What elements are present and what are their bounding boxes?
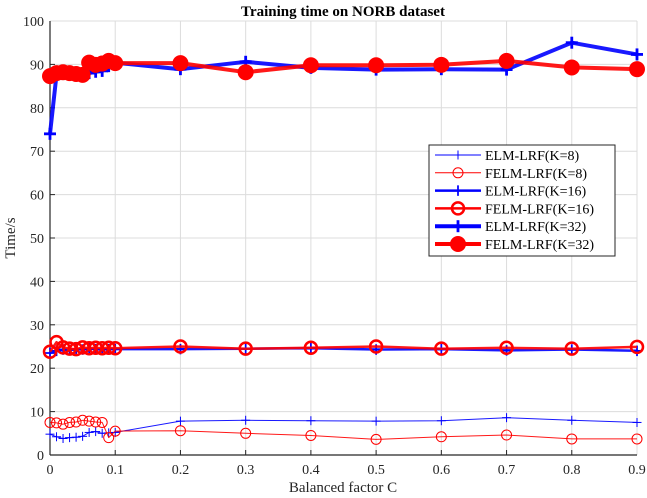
circle-marker-icon bbox=[83, 415, 95, 427]
x-tick-label: 0.1 bbox=[106, 463, 124, 478]
y-tick-label: 60 bbox=[30, 189, 44, 204]
chart-title: Training time on NORB dataset bbox=[241, 4, 445, 20]
circle-marker-icon bbox=[77, 414, 89, 426]
x-tick-label: 0 bbox=[47, 463, 54, 478]
legend-item: ELM-LRF(K=32) bbox=[435, 220, 587, 235]
y-tick-labels: 0 10 20 30 40 50 60 70 80 90 100 bbox=[23, 15, 44, 464]
y-tick-label: 20 bbox=[30, 362, 44, 377]
filled-circle-marker-icon bbox=[629, 61, 645, 78]
circle-marker-icon bbox=[51, 417, 63, 429]
series-line bbox=[44, 342, 643, 359]
y-tick-label: 30 bbox=[30, 319, 44, 334]
filled-circle-marker-icon bbox=[107, 55, 124, 72]
axes bbox=[49, 20, 638, 456]
circle-marker-icon bbox=[107, 340, 123, 356]
circle-marker-icon bbox=[240, 427, 252, 439]
circle-marker-icon bbox=[103, 432, 115, 444]
legend-item: FELM-LRF(K=8) bbox=[435, 167, 587, 182]
series-line bbox=[42, 52, 645, 85]
y-tick-label: 40 bbox=[30, 275, 44, 290]
y-tick-label: 50 bbox=[30, 232, 44, 247]
circle-marker-icon bbox=[96, 416, 108, 428]
circle-marker-icon bbox=[90, 416, 102, 428]
circle-marker-icon bbox=[42, 344, 58, 359]
circle-marker-icon bbox=[238, 341, 253, 356]
filled-circle-marker-icon bbox=[433, 56, 450, 73]
circle-marker-icon bbox=[174, 425, 186, 437]
x-tick-label: 0.4 bbox=[302, 463, 320, 478]
circle-marker-icon bbox=[55, 340, 71, 355]
filled-circle-marker-icon bbox=[302, 57, 319, 74]
x-tick-label: 0.3 bbox=[237, 463, 255, 478]
circle-marker-icon bbox=[434, 341, 449, 356]
x-axis-label: Balanced factor C bbox=[289, 480, 397, 496]
circle-marker-icon bbox=[564, 341, 580, 356]
x-tick-label: 0.9 bbox=[628, 463, 646, 478]
circle-marker-icon bbox=[631, 433, 643, 445]
circle-marker-icon bbox=[57, 418, 69, 430]
y-tick-label: 100 bbox=[23, 15, 44, 30]
circle-marker-icon bbox=[109, 425, 121, 437]
filled-circle-marker-icon bbox=[498, 52, 515, 69]
circle-marker-icon bbox=[303, 340, 319, 356]
circle-marker-icon bbox=[173, 339, 188, 354]
circle-marker-icon bbox=[499, 340, 514, 356]
filled-circle-marker-icon bbox=[74, 66, 91, 83]
x-tick-label: 0.5 bbox=[367, 463, 385, 478]
y-tick-label: 70 bbox=[30, 145, 44, 160]
series-path bbox=[48, 40, 638, 135]
circle-marker-icon bbox=[501, 429, 513, 441]
filled-circle-marker-icon bbox=[563, 59, 580, 76]
y-tick-label: 0 bbox=[37, 449, 44, 464]
series-line bbox=[44, 414, 643, 445]
series-path bbox=[49, 417, 638, 439]
circle-marker-icon bbox=[70, 416, 82, 428]
y-tick-label: 80 bbox=[30, 102, 44, 117]
series-path bbox=[49, 419, 637, 440]
legend-label: ELM-LRF(K=32) bbox=[485, 220, 587, 235]
legend-label: FELM-LRF(K=16) bbox=[485, 202, 594, 217]
x-tick-label: 0.6 bbox=[433, 463, 451, 478]
circle-marker-icon bbox=[368, 339, 384, 354]
filled-circle-marker-icon bbox=[172, 55, 189, 72]
legend-label: FELM-LRF(K=8) bbox=[485, 167, 587, 182]
circle-marker-icon bbox=[452, 167, 464, 179]
circle-marker-icon bbox=[629, 339, 645, 355]
circle-marker-icon bbox=[305, 429, 317, 441]
legend-item: FELM-LRF(K=16) bbox=[435, 201, 594, 217]
legend-label: ELM-LRF(K=8) bbox=[485, 149, 580, 164]
series-line bbox=[42, 334, 645, 359]
circle-marker-icon bbox=[435, 431, 447, 443]
circle-marker-icon bbox=[44, 416, 56, 428]
data-series bbox=[42, 36, 645, 445]
legend-item: FELM-LRF(K=32) bbox=[435, 236, 594, 253]
circle-marker-icon bbox=[101, 340, 116, 356]
legend-label: FELM-LRF(K=32) bbox=[485, 238, 594, 253]
legend-label: ELM-LRF(K=16) bbox=[485, 185, 587, 200]
circle-marker-icon bbox=[370, 433, 382, 445]
circle-marker-icon bbox=[64, 416, 76, 428]
legend-item: ELM-LRF(K=16) bbox=[435, 185, 587, 200]
legend-item: ELM-LRF(K=8) bbox=[435, 149, 580, 164]
y-tick-label: 90 bbox=[30, 58, 44, 73]
x-tick-label: 0.7 bbox=[498, 463, 516, 478]
series-line bbox=[45, 413, 642, 444]
x-tick-labels: 0 0.1 0.2 0.3 0.4 0.5 0.6 0.7 0.8 0.9 bbox=[47, 463, 646, 478]
series-line bbox=[44, 36, 643, 140]
filled-circle-marker-icon bbox=[368, 57, 385, 74]
x-tick-label: 0.8 bbox=[563, 463, 581, 478]
circle-marker-icon bbox=[450, 201, 466, 216]
y-tick-label: 10 bbox=[30, 406, 44, 421]
filled-circle-marker-icon bbox=[237, 64, 254, 81]
circle-marker-icon bbox=[566, 433, 578, 445]
legend: ELM-LRF(K=8) FELM-LRF(K=8) ELM-LRF(K=16) FE… bbox=[428, 144, 616, 257]
filled-circle-marker-icon bbox=[450, 236, 466, 252]
x-tick-label: 0.2 bbox=[172, 463, 190, 478]
y-axis-label: Time/s bbox=[3, 217, 19, 258]
